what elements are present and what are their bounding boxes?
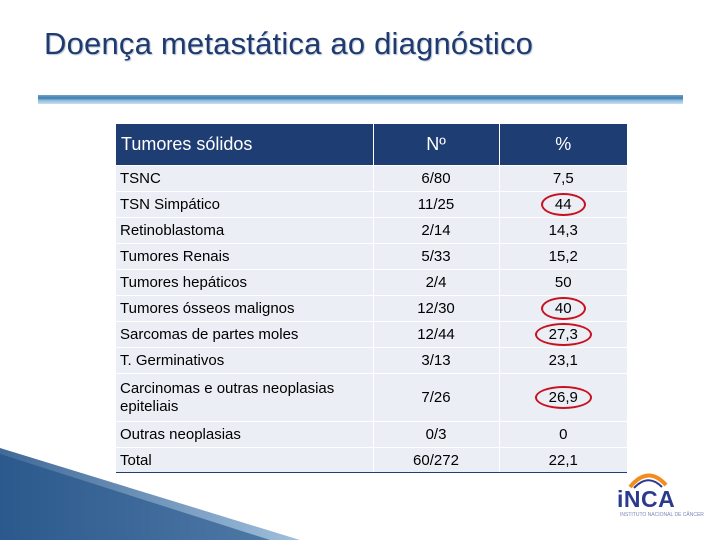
row-percent: 15,2 [498,243,627,270]
table-row: Carcinomas e outras neoplasias epiteliai… [116,373,627,422]
row-label: Tumores Renais [116,243,373,270]
table-row: Tumores hepáticos 2/4 50 [116,269,627,296]
logo-arc-icon [628,473,668,489]
row-label: Tumores hepáticos [116,269,373,296]
header-tumor-type: Tumores sólidos [116,124,373,166]
title-underline-bar [38,95,683,104]
row-percent: 50 [498,269,627,296]
row-count: 0/3 [372,421,499,448]
header-percent: % [498,124,627,166]
row-count: 3/13 [372,347,499,374]
table-row: Total 60/272 22,1 [116,447,627,473]
inca-logo-subtitle: INSTITUTO NACIONAL DE CÂNCER [620,512,704,518]
row-label: T. Germinativos [116,347,373,374]
metastatic-disease-table: Tumores sólidos Nº % TSNC 6/80 7,5 TSN Simp… [116,124,627,473]
row-percent: 23,1 [498,347,627,374]
highlighted-percent: 40 [540,297,586,320]
table-row: Outras neoplasias 0/3 0 [116,421,627,448]
table-row: TSNC 6/80 7,5 [116,165,627,192]
row-percent: 7,5 [498,165,627,192]
header-count: Nº [372,124,499,166]
row-percent: 0 [498,421,627,448]
row-label: TSN Simpático [116,191,373,218]
highlighted-percent: 27,3 [534,323,592,346]
row-percent-cell: 27,3 [498,321,627,348]
row-label: Retinoblastoma [116,217,373,244]
table-row: Sarcomas de partes moles 12/44 27,3 [116,321,627,348]
table-row: Tumores Renais 5/33 15,2 [116,243,627,270]
row-count: 5/33 [372,243,499,270]
slide-title: Doença metastática ao diagnóstico [44,26,534,61]
table-row: Retinoblastoma 2/14 14,3 [116,217,627,244]
table-row: Tumores ósseos malignos 12/30 40 [116,295,627,322]
row-label: Tumores ósseos malignos [116,295,373,322]
row-percent-cell: 26,9 [498,373,627,422]
row-count: 7/26 [372,373,499,422]
row-percent-cell: 40 [498,295,627,322]
row-count: 60/272 [372,447,499,473]
row-count: 12/30 [372,295,499,322]
row-count: 12/44 [372,321,499,348]
table-row: T. Germinativos 3/13 23,1 [116,347,627,374]
table-body: TSNC 6/80 7,5 TSN Simpático 11/25 44 Retinobla… [116,165,627,473]
highlighted-percent: 44 [540,193,586,216]
row-label: Total [116,447,373,473]
table-bottom-rule [116,472,627,473]
row-count: 2/4 [372,269,499,296]
decorative-wedge-graphic [0,448,300,540]
row-label: Outras neoplasias [116,421,373,448]
highlighted-percent: 26,9 [534,386,592,409]
row-percent-cell: 44 [498,191,627,218]
row-label: Carcinomas e outras neoplasias epiteliai… [116,373,373,422]
row-count: 11/25 [372,191,499,218]
row-count: 6/80 [372,165,499,192]
row-label: Sarcomas de partes moles [116,321,373,348]
row-count: 2/14 [372,217,499,244]
inca-logo: iNCA [617,486,676,512]
row-percent: 22,1 [498,447,627,473]
table-header-row: Tumores sólidos Nº % [116,124,627,166]
table-row: TSN Simpático 11/25 44 [116,191,627,218]
row-percent: 14,3 [498,217,627,244]
row-label: TSNC [116,165,373,192]
